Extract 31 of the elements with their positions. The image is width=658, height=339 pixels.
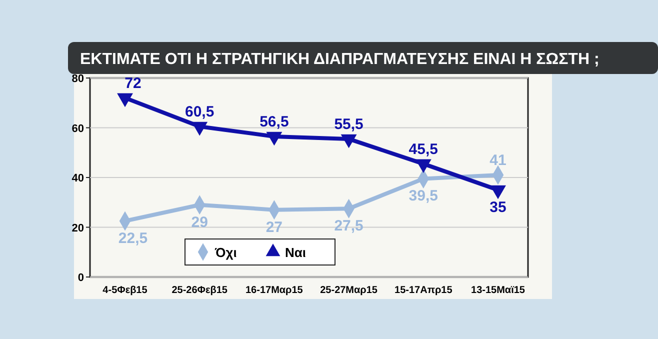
data-label: 27,5 xyxy=(334,218,364,235)
data-label: 72 xyxy=(124,74,142,92)
y-tick-label: 40 xyxy=(72,172,84,184)
data-label: 22,5 xyxy=(118,230,148,248)
data-label: 45,5 xyxy=(408,140,438,158)
x-tick-label: 16-17Μαρ15 xyxy=(246,285,304,296)
data-label: 35 xyxy=(490,198,506,216)
x-tick-label: 25-27Μαρ15 xyxy=(320,285,378,296)
legend-label: Ναι xyxy=(285,245,306,260)
data-label: 29 xyxy=(191,214,208,231)
data-label: 27 xyxy=(266,218,283,236)
x-tick-label: 4-5Φεβ15 xyxy=(102,285,148,296)
data-label: 56,5 xyxy=(260,113,289,130)
data-label: 55,5 xyxy=(334,116,364,133)
x-tick-label: 25-26Φεβ15 xyxy=(172,285,228,296)
point xyxy=(266,132,282,146)
legend-label: Όχι xyxy=(214,245,238,260)
y-tick-label: 20 xyxy=(72,222,84,234)
data-label: 60,5 xyxy=(185,104,214,121)
chart-title: ΕΚΤΙΜΑΤΕ ΟΤΙ Η ΣΤΡΑΤΗΓΙΚΗ ΔΙΑΠΡΑΓΜΑΤΕΥΣΗΣ ΕΙΝΑΙ Η ΣΩΣΤΗ ; xyxy=(80,51,600,68)
x-tick-label: 13-15Μαϊ15 xyxy=(471,285,526,296)
y-tick-label: 60 xyxy=(72,122,84,135)
y-tick-label: 80 xyxy=(72,73,84,85)
x-tick-label: 15-17Απρ15 xyxy=(394,285,453,296)
point xyxy=(415,159,432,174)
point xyxy=(192,122,208,136)
point xyxy=(340,134,357,148)
y-tick-label: 0 xyxy=(78,272,84,284)
data-label: 41 xyxy=(490,152,506,170)
data-label: 39,5 xyxy=(408,188,438,205)
point xyxy=(117,93,133,108)
